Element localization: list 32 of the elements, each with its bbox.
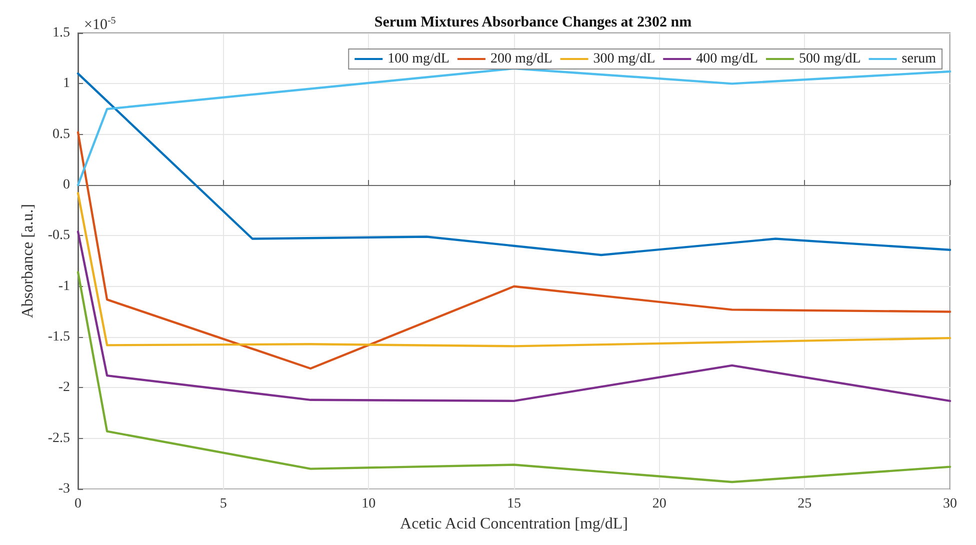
- y-tick-label: 0.5: [52, 126, 70, 142]
- line-series: [76, 192, 952, 348]
- y-tick-label: 1.5: [52, 26, 70, 40]
- y-tick-label: -0.5: [48, 228, 70, 244]
- legend-label: 500 mg/dL: [798, 52, 861, 66]
- y-tick-label: -2.5: [48, 430, 70, 446]
- y-tick-label: -3: [58, 482, 70, 497]
- x-axis-title: Acetic Acid Concentration [mg/dL]: [400, 516, 628, 532]
- x-tick-label: 0: [74, 496, 82, 512]
- x-tick-label: 15: [507, 496, 521, 512]
- chart-title: Serum Mixtures Absorbance Changes at 2302 nm: [374, 14, 692, 30]
- legend-label: 300 mg/dL: [593, 52, 656, 66]
- x-tick-label: 20: [652, 496, 666, 512]
- y-tick-label: 1: [63, 76, 70, 92]
- x-tick-label: 30: [943, 496, 957, 512]
- line-series: [76, 131, 952, 370]
- y-tick-label: 0: [63, 178, 70, 193]
- legend-label: 400 mg/dL: [696, 52, 758, 66]
- line-series: [76, 230, 952, 402]
- y-tick-label: -1: [58, 278, 70, 294]
- y-axis-title: Absorbance [a.u.]: [20, 204, 36, 318]
- line-series: [76, 72, 952, 256]
- line-series: [76, 271, 952, 484]
- x-tick-label: 10: [362, 496, 376, 512]
- y-tick-label: -1.5: [48, 330, 70, 345]
- y-tick-label: -2: [58, 380, 70, 396]
- legend-label: serum: [902, 52, 936, 66]
- legend-label: 200 mg/dL: [490, 52, 552, 66]
- x-tick-label: 5: [220, 496, 227, 512]
- legend-label: 100 mg/dL: [388, 52, 450, 66]
- line-series: [76, 67, 952, 186]
- x-tick-label: 25: [798, 496, 812, 512]
